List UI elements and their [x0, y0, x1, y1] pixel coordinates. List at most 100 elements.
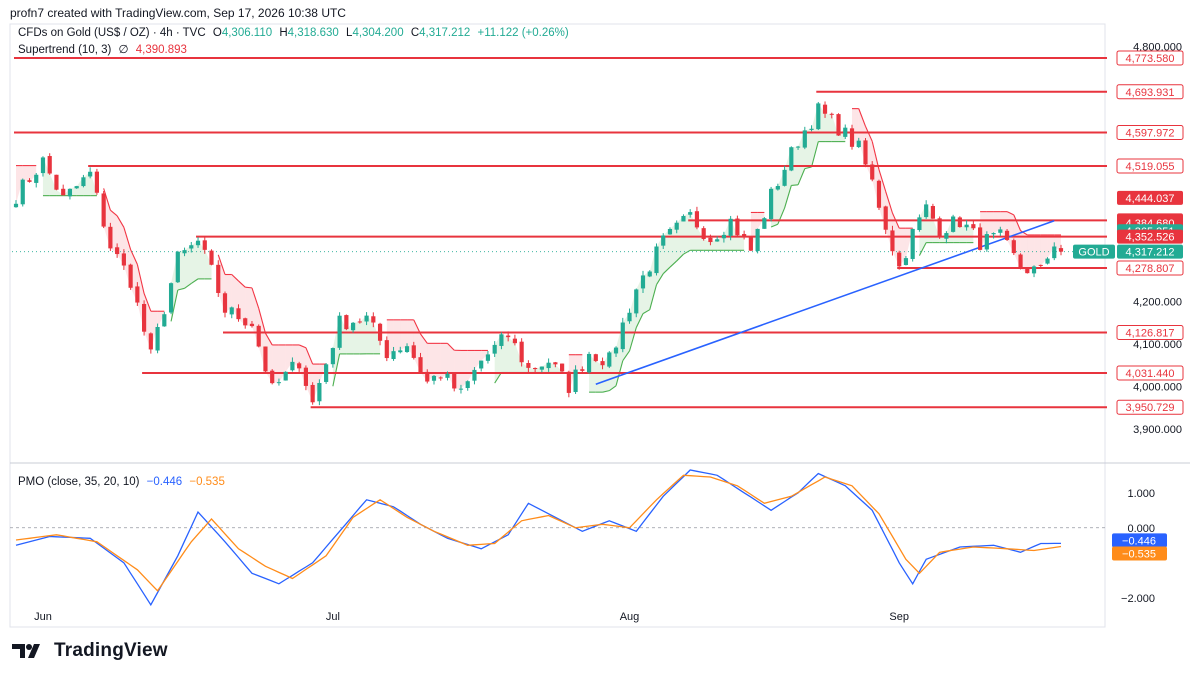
candle-body — [1052, 246, 1057, 259]
candle — [189, 241, 194, 253]
candle-body — [1038, 264, 1043, 266]
supertrend-fill — [595, 361, 603, 393]
candle — [1025, 268, 1030, 274]
candle-body — [917, 217, 922, 231]
candle — [957, 216, 962, 228]
candle — [499, 332, 504, 350]
candle — [607, 351, 612, 369]
supertrend-line — [797, 168, 806, 186]
price-axis-tick: 4,000.000 — [1133, 381, 1182, 393]
supertrend-line — [103, 188, 111, 211]
candle-body — [229, 307, 234, 315]
candle — [20, 178, 25, 207]
price-tag-10: 4,278.807 — [1126, 263, 1175, 275]
candle-body — [162, 314, 167, 327]
candle-body — [168, 283, 174, 313]
supertrend-fill — [460, 350, 468, 389]
candle-body — [897, 252, 902, 267]
supertrend-line — [1013, 214, 1022, 231]
supertrend-fill — [508, 337, 515, 373]
candle — [162, 311, 167, 327]
candle-body — [748, 237, 753, 251]
candle — [398, 346, 403, 354]
candle-body — [94, 171, 99, 193]
candle — [924, 200, 929, 219]
tradingview-logo[interactable]: TradingView — [12, 640, 168, 662]
candle-body — [337, 315, 342, 348]
price-tag-2-box — [1116, 124, 1184, 140]
candle — [148, 332, 153, 354]
candle — [303, 365, 308, 391]
candle-body — [1004, 230, 1010, 240]
candle-body — [47, 156, 52, 174]
price-axis-tick: 4,200.000 — [1133, 296, 1182, 308]
candle-body — [216, 264, 221, 293]
candle-body — [384, 340, 389, 359]
candle-body — [81, 177, 86, 187]
candle-body — [142, 303, 147, 332]
candle-body — [930, 206, 935, 219]
candle — [593, 353, 598, 363]
price-tag-8: 4,352.526 — [1126, 232, 1175, 244]
candle-body — [438, 377, 443, 379]
supertrend-line — [602, 390, 610, 393]
main-legend[interactable]: CFDs on Gold (US$ / OZ) · 4h · TVC O4,30… — [18, 27, 573, 39]
candle-body — [202, 240, 207, 250]
candle-body — [13, 203, 19, 208]
candle-body — [431, 375, 437, 381]
candle — [135, 282, 140, 306]
candle-body — [654, 246, 659, 274]
candle — [789, 146, 794, 172]
price-tag-9-box — [1117, 244, 1183, 259]
candle-body — [573, 369, 578, 393]
candle-body — [721, 234, 726, 239]
candle-body — [715, 239, 720, 242]
price-tag-12: 4,031.440 — [1126, 368, 1175, 380]
candle-body — [512, 338, 517, 344]
candle — [256, 324, 261, 348]
candle — [640, 270, 646, 294]
candle-body — [472, 369, 477, 381]
candle — [742, 230, 747, 240]
supertrend-fill — [204, 249, 212, 279]
candle — [512, 334, 517, 346]
candle — [431, 374, 437, 385]
supertrend-fill — [825, 113, 832, 142]
supertrend-line — [1020, 230, 1028, 236]
supertrend-line — [238, 280, 246, 288]
pmo-value-tag: −0.446 — [1122, 535, 1156, 547]
candle — [775, 183, 780, 191]
price-tag-0: 4,773.580 — [1126, 53, 1175, 65]
candle — [715, 236, 720, 242]
supertrend-name: Supertrend (10, 3) — [18, 44, 112, 56]
pmo-legend[interactable]: PMO (close, 35, 20, 10) −0.446 −0.535 — [18, 476, 229, 488]
supertrend-fill — [521, 362, 529, 373]
candle-body — [357, 321, 362, 323]
supertrend-line — [635, 313, 644, 328]
candle — [998, 226, 1003, 236]
candle — [586, 351, 592, 374]
candle-body — [755, 228, 760, 252]
candle-body — [290, 361, 295, 371]
supertrend-line — [885, 191, 893, 214]
candle-body — [465, 381, 470, 389]
candle-body — [870, 164, 875, 180]
candle-body — [903, 258, 909, 266]
supertrend-line — [130, 249, 138, 265]
price-tag-1-box — [1116, 84, 1184, 100]
price-tag-0-box — [1116, 50, 1184, 66]
low-value: 4,304.200 — [352, 27, 404, 39]
supertrend-legend[interactable]: Supertrend (10, 3) ∅ 4,390.893 — [18, 42, 191, 56]
candle — [735, 215, 740, 237]
candle-body — [276, 382, 282, 384]
candle-body — [371, 316, 376, 323]
candle — [202, 237, 207, 254]
candle-body — [856, 140, 861, 148]
candle-body — [876, 180, 882, 208]
candle-body — [155, 326, 160, 351]
candle-body — [411, 345, 416, 358]
candle — [816, 101, 821, 131]
candle-body — [452, 373, 457, 389]
candle — [182, 247, 187, 257]
